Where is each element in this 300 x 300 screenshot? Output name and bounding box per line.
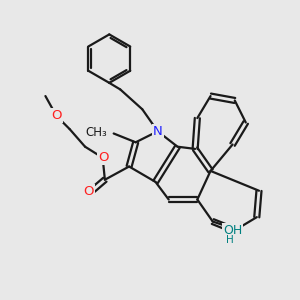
Text: CH₃: CH₃ (85, 126, 107, 139)
Text: N: N (153, 125, 163, 138)
Text: OH: OH (223, 224, 242, 237)
Text: O: O (51, 110, 62, 122)
Text: O: O (98, 151, 109, 164)
Text: H: H (226, 235, 234, 245)
Text: O: O (83, 185, 94, 198)
